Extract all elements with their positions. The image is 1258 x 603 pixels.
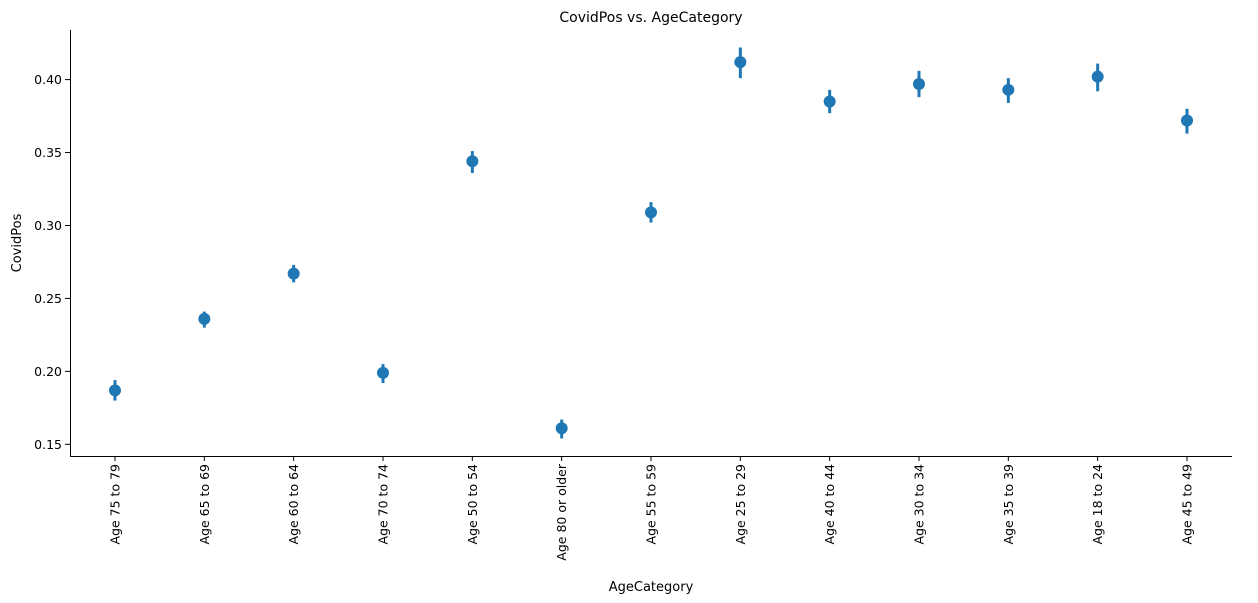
plot-area	[109, 47, 1193, 439]
y-tick-label: 0.40	[34, 72, 62, 87]
y-tick-label: 0.35	[34, 145, 62, 160]
data-point	[287, 267, 300, 280]
data-point	[645, 206, 657, 219]
data-point	[198, 312, 211, 325]
x-tick-label: Age 35 to 39	[1001, 464, 1016, 545]
data-point	[555, 422, 568, 435]
y-tick-label: 0.15	[34, 437, 62, 452]
x-tick-label: Age 18 to 24	[1090, 464, 1105, 545]
x-tick-label: Age 25 to 29	[733, 464, 748, 545]
data-point	[1002, 83, 1015, 96]
chart-title: CovidPos vs. AgeCategory	[559, 10, 742, 26]
x-tick-label: Age 80 or older	[554, 463, 569, 561]
y-tick-label: 0.30	[34, 218, 62, 233]
data-point	[466, 155, 479, 168]
x-tick-label: Age 70 to 74	[376, 464, 391, 545]
data-point	[1091, 70, 1104, 83]
data-point	[823, 95, 836, 108]
x-tick-label: Age 45 to 49	[1180, 464, 1195, 545]
x-tick-label: Age 40 to 44	[822, 464, 837, 545]
x-tick-label: Age 65 to 69	[197, 464, 212, 545]
data-point	[734, 56, 747, 69]
data-point	[1181, 114, 1193, 127]
data-point	[913, 77, 925, 90]
x-tick-label: Age 30 to 34	[912, 464, 927, 545]
data-point	[377, 366, 389, 379]
y-tick-label: 0.25	[34, 291, 62, 306]
y-axis-label: CovidPos	[10, 213, 25, 272]
x-axis-ticks: Age 75 to 79 Age 65 to 69 Age 60 to 64 Age …	[108, 456, 1195, 561]
data-point	[109, 384, 121, 397]
y-axis-ticks: 0.15 0.20 0.25 0.30 0.35 0.40	[34, 72, 70, 452]
x-tick-label: Age 75 to 79	[108, 464, 123, 545]
x-tick-label: Age 55 to 59	[644, 464, 659, 545]
x-tick-label: Age 50 to 54	[465, 464, 480, 545]
x-tick-label: Age 60 to 64	[286, 464, 301, 545]
x-axis-label: AgeCategory	[609, 580, 694, 595]
y-tick-label: 0.20	[34, 364, 62, 379]
